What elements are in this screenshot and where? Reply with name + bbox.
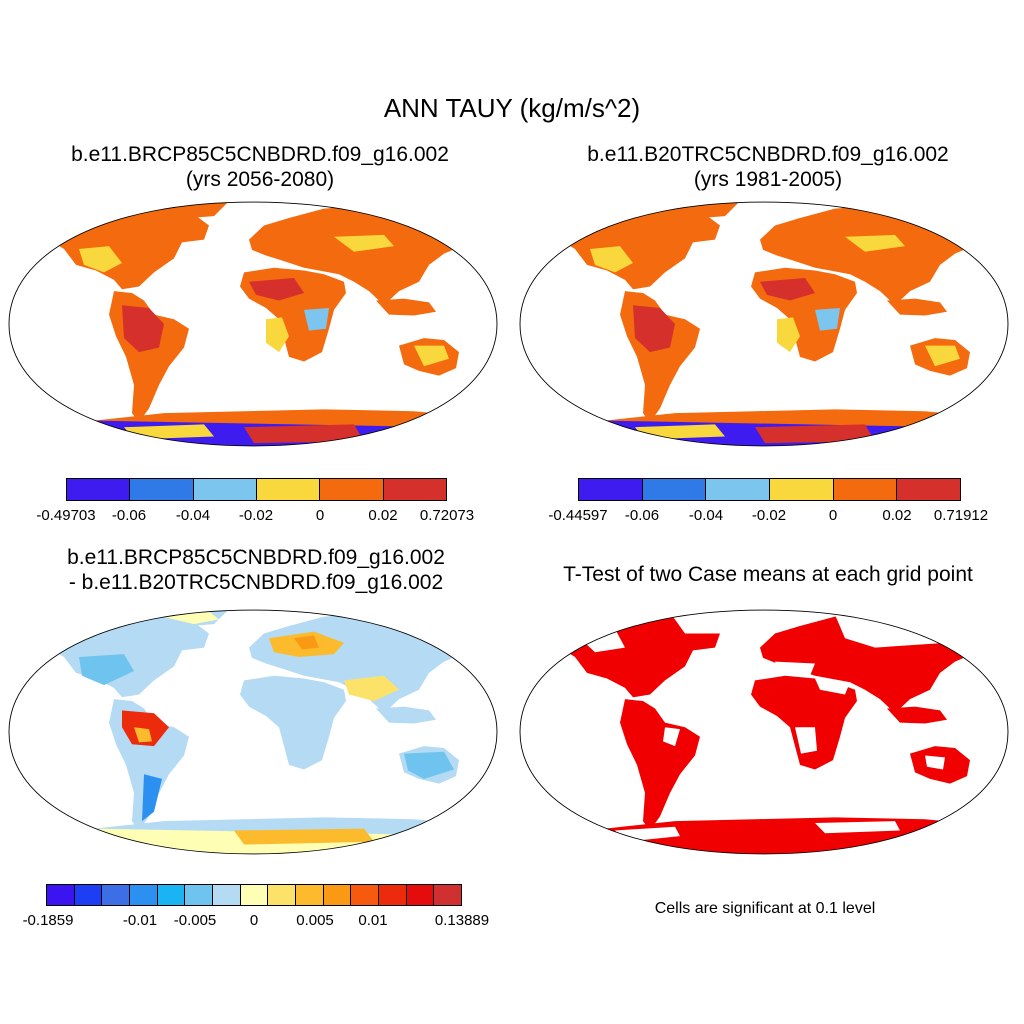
map-case2 <box>519 201 1009 447</box>
significance-note: Cells are significant at 0.1 level <box>654 900 876 917</box>
panel-2-years: (yrs 1981-2005) <box>693 168 843 191</box>
colorbar-difference-label: -0.005 <box>173 912 217 929</box>
panel-4-title: T-Test of two Case means at each grid po… <box>512 562 1024 587</box>
colorbar-difference <box>46 884 462 906</box>
panel-3-case-name: b.e11.BRCP85C5CNBDRD.f09_g16.002 <box>67 546 445 569</box>
colorbar-difference-swatch <box>213 885 241 905</box>
colorbar-case1-label: 0 <box>315 507 325 524</box>
colorbar-case1-swatch <box>67 479 131 500</box>
colorbar-case1-swatch <box>193 479 257 500</box>
colorbar-difference-label: 0 <box>249 912 259 929</box>
panel-3-minus-case: - b.e11.B20TRC5CNBDRD.f09_g16.002 <box>68 571 444 594</box>
colorbar-difference-swatch <box>406 885 435 905</box>
colorbar-case1-label: -0.06 <box>111 507 147 524</box>
colorbar-case1-swatch <box>130 479 194 500</box>
panel-1-years: (yrs 2056-2080) <box>185 168 335 191</box>
map-case1 <box>8 201 498 447</box>
colorbar-case1-label: -0.04 <box>175 507 211 524</box>
colorbar-difference-swatch <box>434 885 462 905</box>
colorbar-case1-swatch <box>256 479 321 500</box>
colorbar-case2-label: 0 <box>828 507 838 524</box>
colorbar-difference-swatch <box>351 885 380 905</box>
colorbar-difference-label: 0.13889 <box>434 912 490 929</box>
colorbar-difference-label: 0.01 <box>358 912 388 929</box>
colorbar-difference-label: 0.005 <box>296 912 334 929</box>
colorbar-difference-swatch <box>379 885 407 905</box>
colorbar-case2-swatch <box>897 479 961 500</box>
colorbar-case2-swatch <box>642 479 707 500</box>
colorbar-difference-swatch <box>296 885 324 905</box>
colorbar-case2-swatch <box>833 479 898 500</box>
colorbar-case2-swatch <box>770 479 834 500</box>
figure-title: ANN TAUY (kg/m/s^2) <box>383 93 641 123</box>
colorbar-difference-swatch <box>74 885 103 905</box>
colorbar-difference-swatch <box>268 885 297 905</box>
colorbar-difference-label: -0.1859 <box>22 912 74 929</box>
colorbar-case2-swatch <box>579 479 643 500</box>
colorbar-case2-label: 0.02 <box>882 507 912 524</box>
colorbar-difference-swatch <box>130 885 158 905</box>
panel-1-case-name: b.e11.BRCP85C5CNBDRD.f09_g16.002 <box>71 143 449 166</box>
colorbar-case1-label: -0.02 <box>238 507 274 524</box>
panel-2-case-name: b.e11.B20TRC5CNBDRD.f09_g16.002 <box>587 143 949 166</box>
colorbar-difference-swatch <box>323 885 352 905</box>
colorbar-case2-label: -0.44597 <box>548 507 608 524</box>
panel-2-title: b.e11.B20TRC5CNBDRD.f09_g16.002 (yrs 198… <box>512 142 1024 192</box>
colorbar-difference-swatch <box>157 885 186 905</box>
colorbar-difference-swatch <box>240 885 269 905</box>
panel-4-ttest-title: T-Test of two Case means at each grid po… <box>563 563 973 586</box>
colorbar-difference-swatch <box>185 885 214 905</box>
map-significance <box>519 609 1009 855</box>
colorbar-case1-swatch <box>383 479 446 500</box>
colorbar-case2-label: -0.04 <box>688 507 724 524</box>
panel-1-title: b.e11.BRCP85C5CNBDRD.f09_g16.002 (yrs 20… <box>0 142 520 192</box>
colorbar-difference-label: -0.01 <box>122 912 158 929</box>
colorbar-difference-swatch <box>47 885 75 905</box>
colorbar-case1-label: 0.72073 <box>419 507 475 524</box>
colorbar-case1-label: 0.02 <box>368 507 398 524</box>
colorbar-case2-label: -0.02 <box>751 507 787 524</box>
colorbar-case2-swatch <box>706 479 771 500</box>
colorbar-case2-label: -0.06 <box>624 507 660 524</box>
panel-3-title: b.e11.BRCP85C5CNBDRD.f09_g16.002 - b.e11… <box>0 545 512 595</box>
colorbar-case2-label: 0.71912 <box>933 507 989 524</box>
colorbar-case1 <box>66 478 447 501</box>
colorbar-case2 <box>578 478 961 501</box>
colorbar-case1-swatch <box>320 479 384 500</box>
colorbar-case1-label: -0.49703 <box>36 507 96 524</box>
map-difference <box>8 609 498 855</box>
colorbar-difference-swatch <box>102 885 131 905</box>
